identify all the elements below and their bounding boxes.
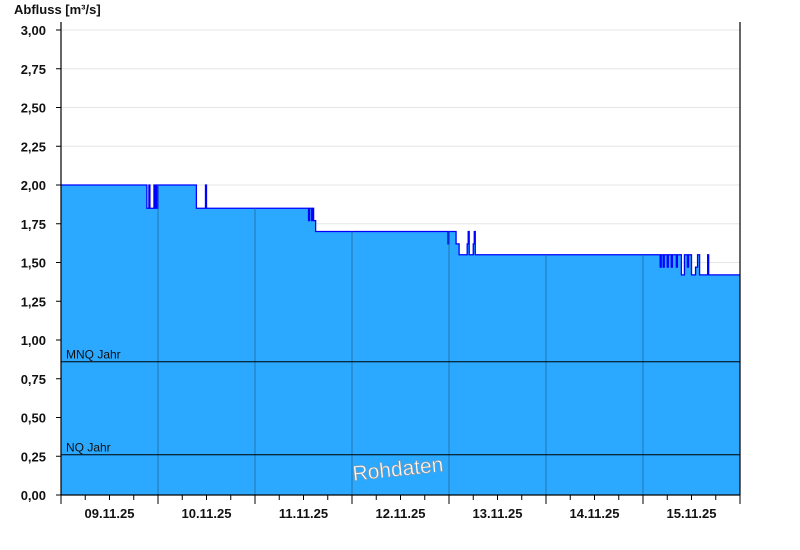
y-tick-label: 0,00 [21,488,46,503]
x-tick-label: 14.11.25 [570,506,620,521]
series-area [61,184,740,495]
y-tick-label: 3,00 [21,23,46,38]
axes: 0,00 0,25 0,50 0,75 1,00 1,25 1,50 1,75 2,00 2,25… [21,22,741,521]
y-tick-label: 0,75 [21,372,46,387]
x-tick-label: 13.11.25 [473,506,523,521]
x-tick-label: 12.11.25 [376,506,426,521]
reference-line-label: MNQ Jahr [66,348,121,362]
y-axis-label: Abfluss [m³/s] [14,2,101,17]
y-tick-label: 1,00 [21,333,46,348]
y-tick-label: 2,25 [21,139,46,154]
area-fill [61,185,740,495]
y-tick-label: 2,75 [21,62,46,77]
reference-lines: MNQ Jahr NQ Jahr [61,348,740,456]
reference-line-label: NQ Jahr [66,441,111,455]
y-tick-label: 1,50 [21,256,46,271]
x-tick-label: 15.11.25 [667,506,717,521]
y-tick-label: 0,50 [21,411,46,426]
y-tick-label: 2,50 [21,101,46,116]
x-tick-label: 09.11.25 [85,506,135,521]
y-tick-label: 1,25 [21,294,46,309]
y-tick-label: 2,00 [21,178,46,193]
x-tick-label: 10.11.25 [182,506,232,521]
y-tick-label: 0,25 [21,449,46,464]
x-tick-label: 11.11.25 [279,506,328,521]
y-tick-label: 1,75 [21,217,46,232]
